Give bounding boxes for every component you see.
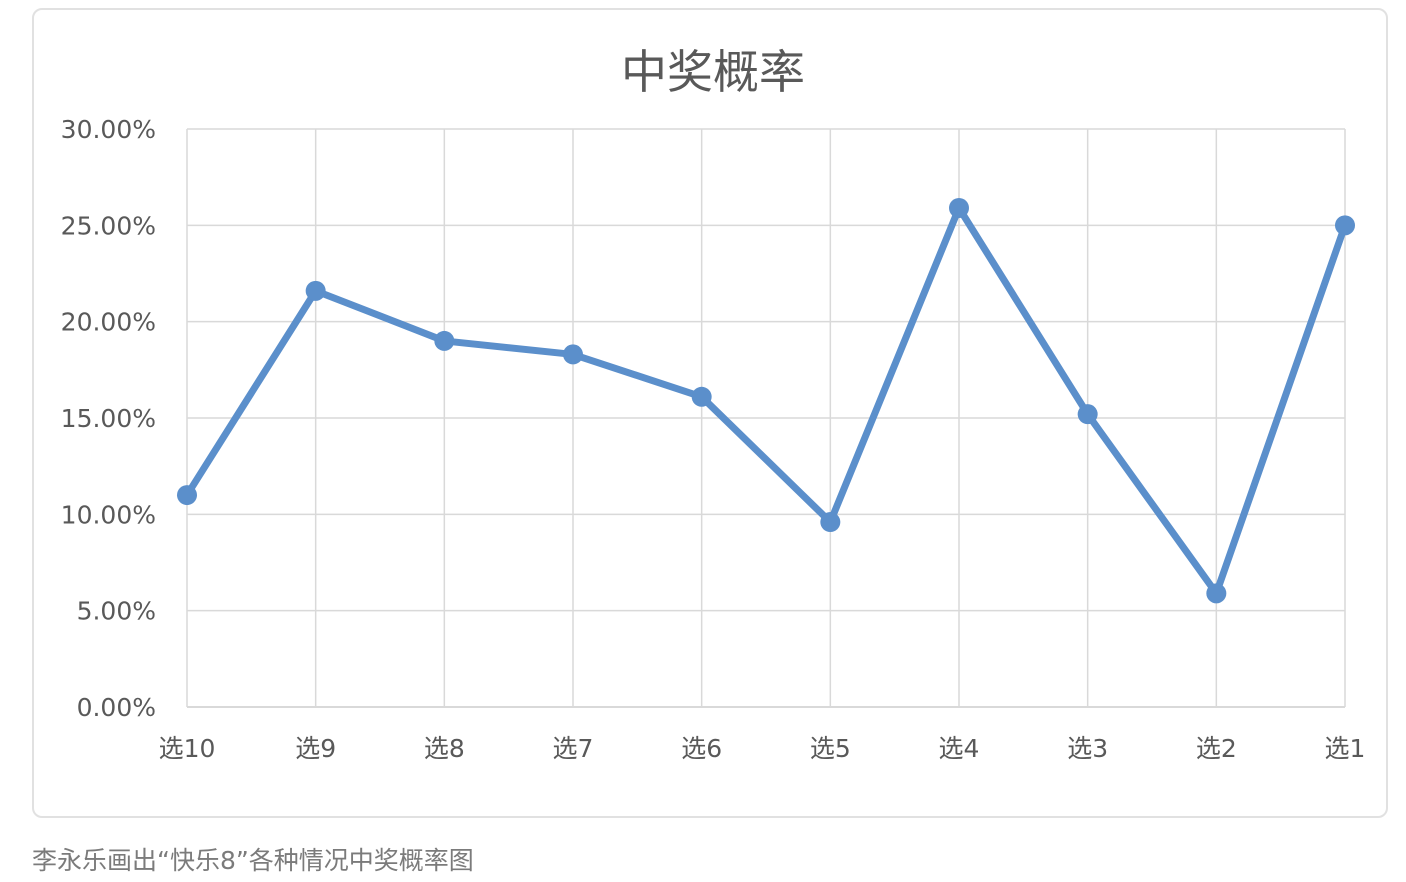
series: [177, 197, 1355, 604]
y-tick-label: 25.00%: [61, 211, 156, 240]
x-tick-label: 选6: [681, 734, 722, 763]
y-tick-label: 10.00%: [61, 500, 156, 529]
x-tick-label: 选9: [295, 734, 336, 763]
x-axis-ticks: 选10 选9 选8 选7 选6 选5 选4 选3 选2 选1: [159, 734, 1366, 763]
x-tick-label: 选5: [810, 734, 851, 763]
y-tick-label: 15.00%: [61, 404, 156, 433]
data-point: [820, 512, 841, 533]
data-point: [563, 344, 583, 365]
data-point: [305, 280, 326, 301]
line-chart: 中奖概率 0.00% 5.00% 10.00% 15.00% 20.00% 25.00% 3…: [61, 45, 1366, 763]
y-axis-ticks: 0.00% 5.00% 10.00% 15.00% 20.00% 25.00% 30.00%: [61, 115, 156, 722]
x-tick-label: 选10: [159, 734, 216, 763]
x-tick-label: 选8: [424, 734, 465, 763]
grid: [186, 128, 1346, 708]
chart-title: 中奖概率: [621, 45, 805, 99]
figure-caption: 李永乐画出“快乐8”各种情况中奖概率图: [32, 846, 474, 875]
data-point: [949, 197, 969, 218]
y-tick-label: 20.00%: [61, 308, 156, 337]
data-point: [1335, 215, 1355, 236]
y-tick-label: 5.00%: [77, 597, 156, 626]
chart-card: 中奖概率 0.00% 5.00% 10.00% 15.00% 20.00% 25.00% 3…: [32, 8, 1388, 818]
x-tick-label: 选3: [1067, 734, 1108, 763]
x-tick-label: 选7: [553, 734, 594, 763]
x-tick-label: 选1: [1325, 734, 1366, 763]
x-tick-label: 选4: [939, 734, 980, 763]
data-point: [177, 485, 197, 506]
y-tick-label: 30.00%: [61, 115, 156, 144]
data-point: [434, 330, 455, 351]
data-point: [1206, 583, 1227, 604]
data-point: [691, 386, 712, 407]
y-tick-label: 0.00%: [77, 693, 156, 722]
data-point: [1077, 404, 1098, 425]
x-tick-label: 选2: [1196, 734, 1237, 763]
series-line: [183, 204, 1349, 597]
